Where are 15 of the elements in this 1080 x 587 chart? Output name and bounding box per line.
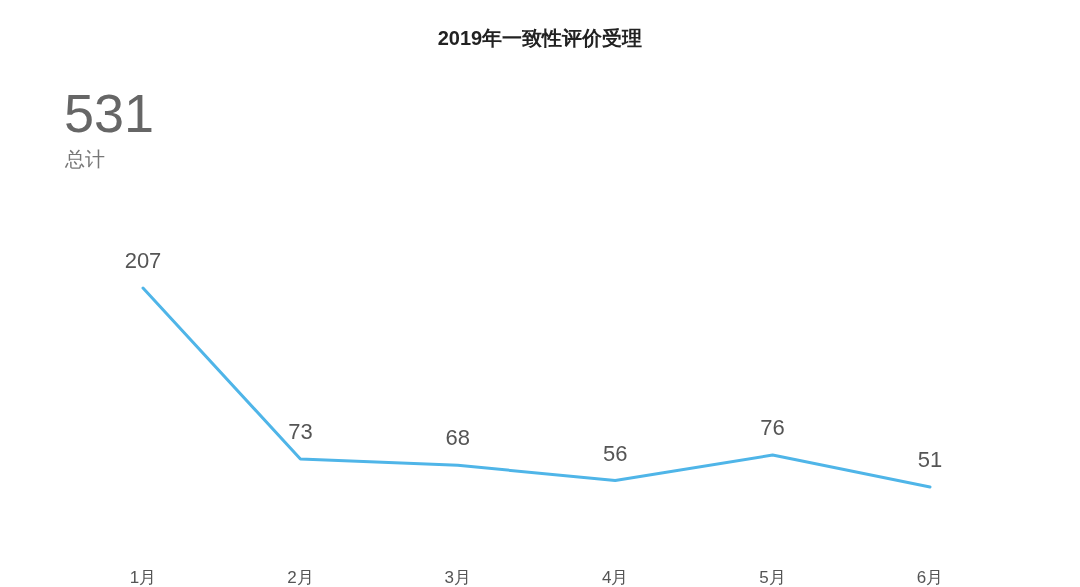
data-label: 73 [288, 418, 313, 444]
text: 531 [64, 83, 155, 143]
x-tick-label: 4月 [601, 568, 629, 587]
data-label: 76 [760, 415, 785, 441]
data-label: 51 [917, 446, 943, 472]
x-tick-label: 2月 [287, 568, 314, 587]
x-tick-label: 1月 [129, 568, 157, 587]
x-tick-label: 3月 [444, 568, 472, 587]
data-label: 207 [124, 248, 162, 273]
x-tick-label: 5月 [759, 568, 786, 587]
text: 总计 [64, 148, 105, 170]
x-tick-label: 6月 [916, 568, 944, 587]
data-label: 56 [602, 440, 628, 466]
data-label: 68 [445, 425, 471, 451]
chart-title: 2019年一致性评价受理 [437, 27, 643, 49]
